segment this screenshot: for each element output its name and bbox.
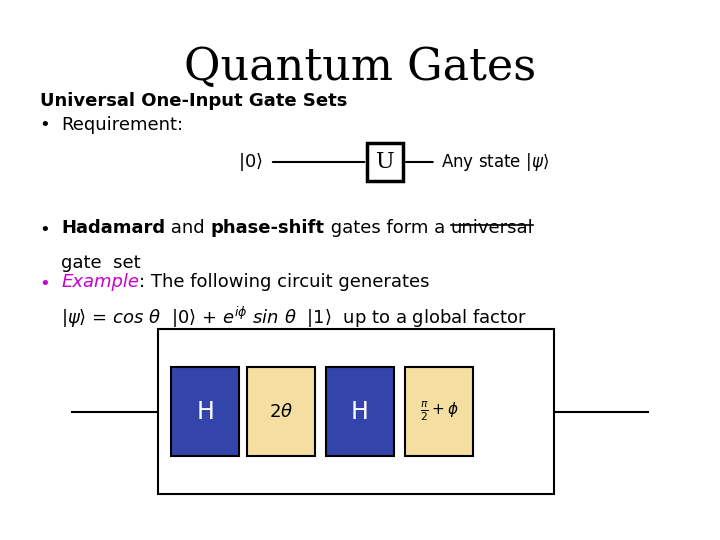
Text: H: H bbox=[197, 400, 214, 424]
Text: $|0\rangle$: $|0\rangle$ bbox=[238, 151, 263, 173]
Text: $\frac{\pi}{2}+\phi$: $\frac{\pi}{2}+\phi$ bbox=[420, 400, 459, 423]
Text: Example: Example bbox=[61, 273, 139, 291]
Text: gates form a: gates form a bbox=[325, 219, 451, 237]
Text: $2\theta$: $2\theta$ bbox=[269, 403, 293, 421]
Text: : The following circuit generates: : The following circuit generates bbox=[139, 273, 430, 291]
Text: $|\psi\rangle$ = $\it{cos}\ \theta\ \ |0\rangle$ + $e^{i\phi}\ \it{sin}\ \theta\: $|\psi\rangle$ = $\it{cos}\ \theta\ \ |0… bbox=[61, 305, 527, 330]
Text: phase-shift: phase-shift bbox=[211, 219, 325, 237]
Text: gate  set: gate set bbox=[61, 254, 141, 272]
Text: Requirement:: Requirement: bbox=[61, 116, 184, 134]
Text: universal: universal bbox=[451, 219, 534, 237]
Text: Hadamard: Hadamard bbox=[61, 219, 166, 237]
Text: •: • bbox=[40, 116, 50, 134]
Text: U: U bbox=[376, 151, 395, 173]
Text: •: • bbox=[40, 221, 50, 239]
Text: H: H bbox=[351, 400, 369, 424]
Text: Universal One-Input Gate Sets: Universal One-Input Gate Sets bbox=[40, 92, 347, 110]
Text: Any state $|\psi\rangle$: Any state $|\psi\rangle$ bbox=[441, 151, 549, 173]
Text: and: and bbox=[166, 219, 211, 237]
Text: Quantum Gates: Quantum Gates bbox=[184, 46, 536, 89]
Text: •: • bbox=[40, 275, 50, 293]
